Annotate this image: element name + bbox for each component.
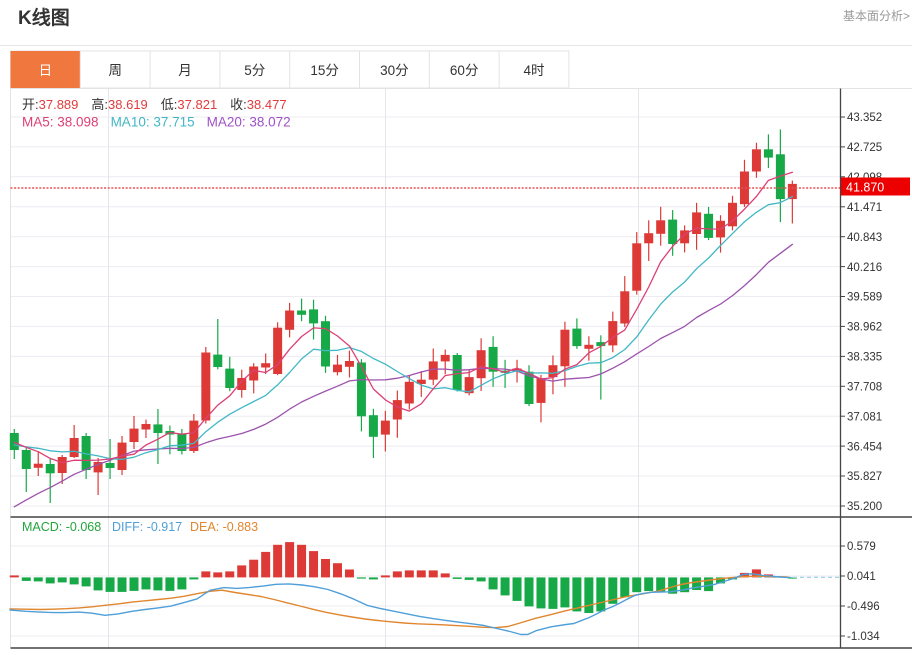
svg-text:DIFF: -0.917: DIFF: -0.917 — [112, 520, 182, 534]
svg-text:0.041: 0.041 — [847, 571, 876, 583]
svg-text:基本面分析>: 基本面分析> — [843, 9, 910, 23]
svg-text:MACD: -0.068: MACD: -0.068 — [22, 520, 101, 534]
svg-text:15分: 15分 — [310, 63, 339, 78]
svg-text:36.454: 36.454 — [847, 441, 883, 453]
svg-text:41.471: 41.471 — [847, 202, 882, 214]
svg-text:4时: 4时 — [523, 63, 544, 78]
svg-text:35.200: 35.200 — [847, 501, 882, 513]
svg-text:39.589: 39.589 — [847, 292, 882, 304]
svg-text:月: 月 — [178, 63, 192, 78]
svg-text:K线图: K线图 — [18, 6, 70, 29]
svg-text:37.081: 37.081 — [847, 411, 882, 423]
svg-text:5分: 5分 — [244, 63, 265, 78]
svg-text:38.335: 38.335 — [847, 352, 882, 364]
svg-text:60分: 60分 — [450, 63, 479, 78]
svg-text:0.579: 0.579 — [847, 541, 876, 553]
svg-text:43.352: 43.352 — [847, 112, 882, 124]
svg-text:30分: 30分 — [380, 63, 409, 78]
svg-text:日: 日 — [39, 63, 53, 78]
svg-text:35.827: 35.827 — [847, 471, 882, 483]
svg-text:40.216: 40.216 — [847, 262, 882, 274]
svg-text:37.708: 37.708 — [847, 382, 882, 394]
svg-text:周: 周 — [108, 63, 122, 78]
svg-text:-1.034: -1.034 — [847, 631, 880, 643]
svg-text:DEA: -0.883: DEA: -0.883 — [190, 520, 258, 534]
svg-text:42.725: 42.725 — [847, 142, 882, 154]
svg-text:38.962: 38.962 — [847, 322, 882, 334]
svg-text:40.843: 40.843 — [847, 232, 882, 244]
svg-text:41.870: 41.870 — [846, 181, 884, 195]
svg-text:-0.496: -0.496 — [847, 601, 880, 613]
